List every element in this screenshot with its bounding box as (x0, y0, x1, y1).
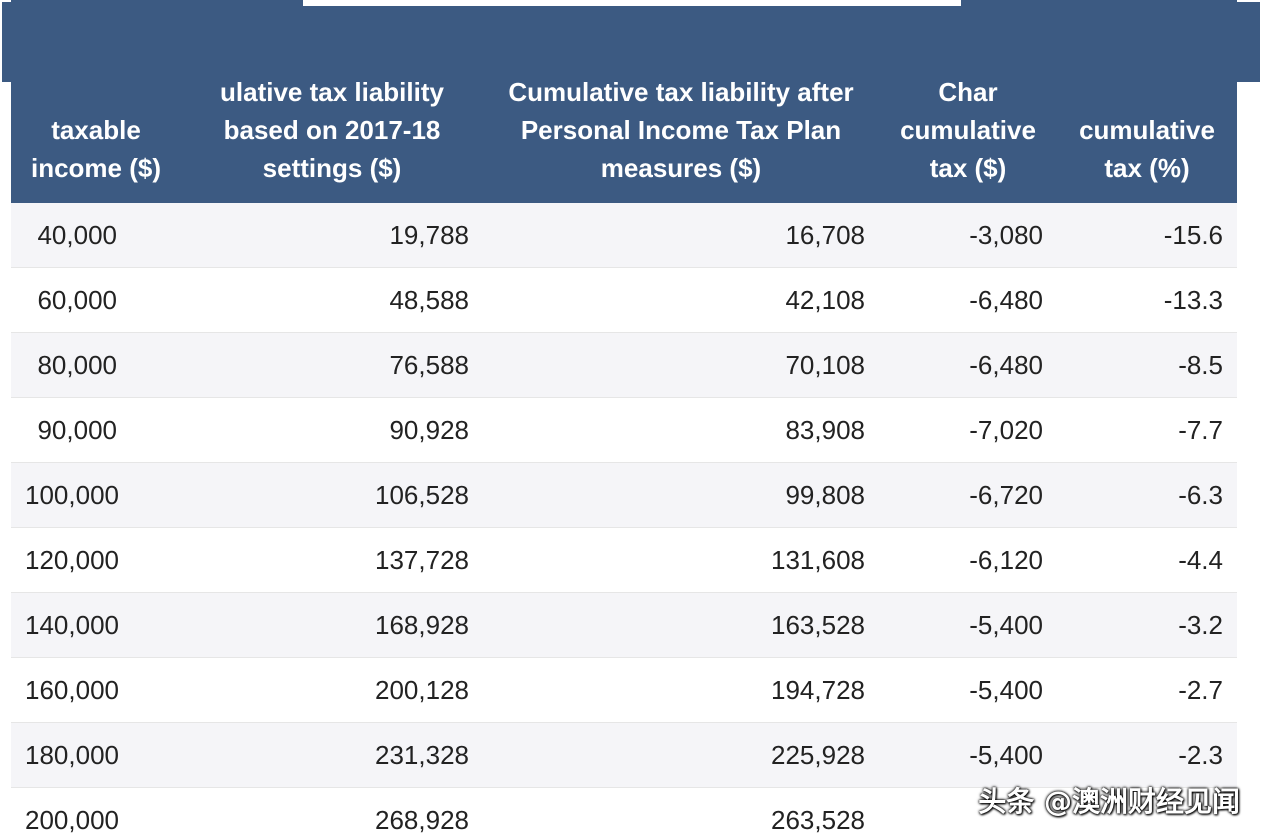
header-label: taxable income ($) (30, 115, 162, 183)
table-cell: 70,108 (483, 332, 879, 398)
table-cell: -6,480 (879, 267, 1057, 333)
table-cell: 180,000 (11, 722, 181, 788)
table-cell: 16,708 (483, 203, 879, 268)
table-cell: 106,528 (181, 462, 483, 528)
table-row: 60,000 48,588 42,108 -6,480 -13.3 (11, 267, 1237, 333)
table-cell: 131,608 (483, 527, 879, 593)
table-cell: 268,928 (181, 787, 483, 840)
table-cell: 137,728 (181, 527, 483, 593)
table-cell: -2.3 (1057, 722, 1237, 788)
table-cell: 163,528 (483, 592, 879, 658)
table-cell: 100,000 (11, 462, 181, 528)
header-label: Char cumulative tax ($) (900, 77, 1036, 183)
header-taxable-income: taxable income ($) (11, 0, 181, 203)
table-cell: -4.4 (1057, 527, 1237, 593)
table-cell: -3.2 (1057, 592, 1237, 658)
table-cell: 168,928 (181, 592, 483, 658)
table-cell: 194,728 (483, 657, 879, 723)
tax-table-container: taxable income ($) ulative tax liability… (11, 0, 1237, 840)
table-cell: -8.5 (1057, 332, 1237, 398)
table-row: 40,000 19,788 16,708 -3,080 -15.6 (11, 203, 1237, 268)
table-cell: 80,000 (11, 332, 181, 398)
table-row: 100,000 106,528 99,808 -6,720 -6.3 (11, 462, 1237, 528)
table-cell: -15.6 (1057, 203, 1237, 268)
table-cell: 90,928 (181, 397, 483, 463)
table-cell: 160,000 (11, 657, 181, 723)
header-liability-2017-18: ulative tax liability based on 2017-18 s… (181, 0, 483, 203)
table-cell: -5,400 (879, 722, 1057, 788)
header-liability-after-plan: Cumulative tax liability after Personal … (483, 0, 879, 203)
table-cell (879, 787, 1057, 840)
table-cell: 76,588 (181, 332, 483, 398)
table-row: 90,000 90,928 83,908 -7,020 -7.7 (11, 397, 1237, 463)
tax-comparison-table: taxable income ($) ulative tax liability… (11, 0, 1237, 840)
table-cell: 225,928 (483, 722, 879, 788)
table-cell: -2.7 (1057, 657, 1237, 723)
header-change-percent: cumulative tax (%) (1057, 0, 1237, 203)
table-cell (1057, 787, 1237, 840)
table-cell: -5,400 (879, 592, 1057, 658)
header-overlay-gap (303, 0, 961, 6)
table-cell: 140,000 (11, 592, 181, 658)
table-row: 140,000 168,928 163,528 -5,400 -3.2 (11, 592, 1237, 658)
table-cell: 231,328 (181, 722, 483, 788)
table-cell: -6,480 (879, 332, 1057, 398)
table-row: 80,000 76,588 70,108 -6,480 -8.5 (11, 332, 1237, 398)
table-cell: 60,000 (11, 267, 181, 333)
table-cell: -7.7 (1057, 397, 1237, 463)
table-cell: -13.3 (1057, 267, 1237, 333)
table-cell: 19,788 (181, 203, 483, 268)
table-cell: 200,128 (181, 657, 483, 723)
table-header-row: taxable income ($) ulative tax liability… (11, 0, 1237, 203)
table-cell: 83,908 (483, 397, 879, 463)
table-row: 160,000 200,128 194,728 -5,400 -2.7 (11, 657, 1237, 723)
table-cell: 42,108 (483, 267, 879, 333)
table-cell: -3,080 (879, 203, 1057, 268)
table-cell: 99,808 (483, 462, 879, 528)
table-cell: 120,000 (11, 527, 181, 593)
header-change-dollars: Char cumulative tax ($) (879, 0, 1057, 203)
table-cell: -6,720 (879, 462, 1057, 528)
header-label: cumulative tax (%) (1079, 115, 1215, 183)
table-cell: -5,400 (879, 657, 1057, 723)
table-cell: 263,528 (483, 787, 879, 840)
table-cell: 90,000 (11, 397, 181, 463)
table-cell: -7,020 (879, 397, 1057, 463)
table-row: 200,000 268,928 263,528 (11, 787, 1237, 840)
watermark-text: 头条 @澳洲财经见闻 (978, 785, 1240, 818)
table-cell: 48,588 (181, 267, 483, 333)
header-label: Cumulative tax liability after Personal … (508, 77, 854, 183)
table-cell: 200,000 (11, 787, 181, 840)
table-cell: -6.3 (1057, 462, 1237, 528)
table-row: 120,000 137,728 131,608 -6,120 -4.4 (11, 527, 1237, 593)
table-body: 40,000 19,788 16,708 -3,080 -15.6 60,000 48,58… (11, 203, 1237, 840)
table-cell: 40,000 (11, 203, 181, 268)
table-row: 180,000 231,328 225,928 -5,400 -2.3 (11, 722, 1237, 788)
table-cell: -6,120 (879, 527, 1057, 593)
header-label: ulative tax liability based on 2017-18 s… (220, 77, 444, 183)
